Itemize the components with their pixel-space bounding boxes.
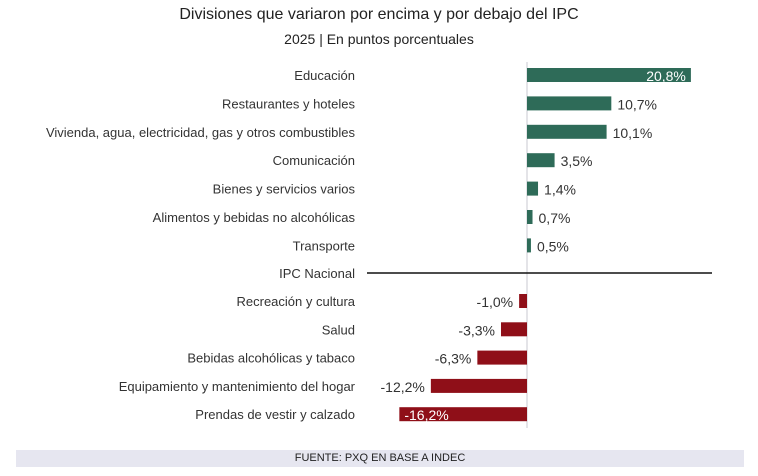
- bar: [527, 124, 607, 139]
- bar: [527, 153, 555, 168]
- data-label: -1,0%: [477, 294, 514, 310]
- bar: [527, 181, 539, 196]
- bar: [519, 294, 527, 308]
- source-footer: FUENTE: PXQ EN BASE A INDEC: [16, 450, 744, 467]
- category-label: Transporte: [293, 238, 355, 253]
- bar: [527, 238, 531, 253]
- category-label: Equipamiento y mantenimiento del hogar: [119, 379, 356, 394]
- category-label: Vivienda, agua, electricidad, gas y otro…: [46, 125, 356, 140]
- category-label: Recreación y cultura: [237, 294, 356, 309]
- data-label: 0,5%: [537, 238, 569, 254]
- category-label: Alimentos y bebidas no alcohólicas: [153, 210, 356, 225]
- bar: [430, 378, 527, 393]
- bar: [527, 96, 612, 111]
- data-label: 1,4%: [544, 182, 576, 198]
- data-label: 0,7%: [539, 210, 571, 226]
- bar: [500, 322, 527, 337]
- chart-subtitle: 2025 | En puntos porcentuales: [284, 31, 474, 47]
- bar: [527, 210, 533, 224]
- bar-chart: Educación 20,8% Restaurantes y hoteles 10,7…: [46, 62, 712, 428]
- data-label: 3,5%: [561, 153, 593, 169]
- data-label: -6,3%: [435, 351, 472, 367]
- data-label: -16,2%: [404, 407, 448, 423]
- category-label: Restaurantes y hoteles: [222, 96, 355, 111]
- bar: [477, 350, 527, 365]
- data-label: -3,3%: [458, 322, 495, 338]
- category-label: Comunicación: [273, 153, 355, 168]
- ipc-reference-label: IPC Nacional: [279, 266, 355, 281]
- bar: [527, 68, 691, 82]
- category-label: Salud: [322, 322, 355, 337]
- data-label: -12,2%: [381, 379, 425, 395]
- category-label: Bebidas alcohólicas y tabaco: [187, 351, 355, 366]
- data-label: 20,8%: [646, 68, 686, 84]
- category-label: Educación: [294, 68, 355, 83]
- chart-title: Divisiones que variaron por encima y por…: [179, 6, 579, 23]
- bar: [399, 407, 527, 422]
- data-label: 10,7%: [617, 96, 657, 112]
- data-label: 10,1%: [613, 125, 653, 141]
- category-label: Prendas de vestir y calzado: [195, 407, 355, 422]
- category-label: Bienes y servicios varios: [213, 182, 356, 197]
